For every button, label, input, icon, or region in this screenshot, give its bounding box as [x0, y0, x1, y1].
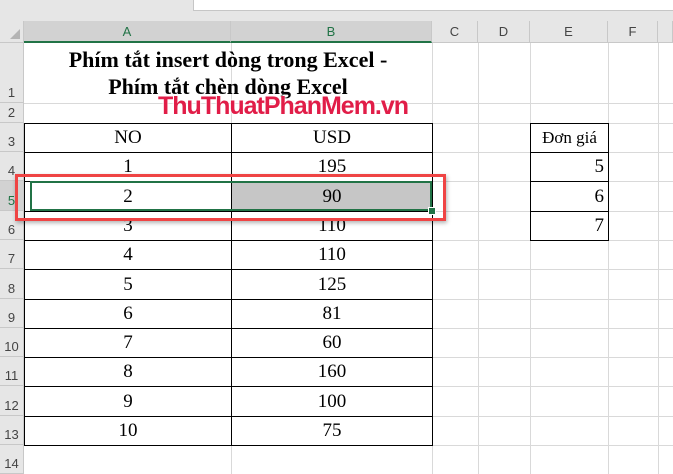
no-cell[interactable]: 10	[24, 416, 232, 446]
row-header-2[interactable]: 2	[0, 103, 24, 123]
usd-cell[interactable]: 81	[231, 299, 433, 329]
gridline	[24, 103, 673, 104]
title-line-2: Phím tắt chèn dòng Excel	[108, 74, 348, 99]
header-price[interactable]: Đơn giá	[530, 123, 609, 153]
column-header[interactable]	[658, 21, 673, 43]
column-header-A[interactable]: A	[24, 21, 231, 43]
usd-cell[interactable]: 110	[231, 240, 433, 270]
no-cell[interactable]: 4	[24, 240, 232, 270]
gridline	[658, 43, 659, 474]
title-cell[interactable]: Phím tắt insert dòng trong Excel - Phím …	[24, 43, 432, 103]
price-cell[interactable]: 6	[530, 181, 609, 212]
row-header-14[interactable]: 14	[0, 445, 24, 474]
gridline	[478, 43, 479, 474]
column-header-E[interactable]: E	[530, 21, 608, 43]
no-cell[interactable]: 9	[24, 386, 232, 417]
selection-border	[30, 181, 432, 211]
header-no[interactable]: NO	[24, 123, 232, 153]
row-header-11[interactable]: 11	[0, 357, 24, 386]
no-cell[interactable]: 6	[24, 299, 232, 329]
gridline	[608, 43, 609, 474]
row-header-10[interactable]: 10	[0, 328, 24, 357]
usd-cell[interactable]: 75	[231, 416, 433, 446]
usd-cell[interactable]: 100	[231, 386, 433, 417]
row-header-6[interactable]: 6	[0, 211, 24, 240]
row-header-5[interactable]: 5	[0, 181, 24, 211]
row-header-7[interactable]: 7	[0, 240, 24, 269]
fill-handle[interactable]	[428, 207, 436, 215]
column-header-C[interactable]: C	[432, 21, 478, 43]
red-highlight-box	[15, 174, 446, 221]
row-header-12[interactable]: 12	[0, 386, 24, 416]
header-usd[interactable]: USD	[231, 123, 433, 153]
usd-cell[interactable]: 160	[231, 357, 433, 387]
select-all-button[interactable]	[0, 21, 24, 43]
row-header-3[interactable]: 3	[0, 123, 24, 152]
row-header-1[interactable]: 1	[0, 43, 24, 103]
row-header-8[interactable]: 8	[0, 269, 24, 299]
column-header-B[interactable]: B	[231, 21, 432, 43]
row-header-9[interactable]: 9	[0, 299, 24, 328]
no-cell[interactable]: 7	[24, 328, 232, 358]
watermark: ThuThuatPhanMem.vn	[158, 92, 409, 120]
no-cell[interactable]: 5	[24, 269, 232, 300]
column-header-F[interactable]: F	[608, 21, 658, 43]
no-cell[interactable]: 8	[24, 357, 232, 387]
price-cell[interactable]: 7	[530, 211, 609, 241]
title-line-1: Phím tắt insert dòng trong Excel -	[68, 47, 388, 72]
price-cell[interactable]: 5	[530, 152, 609, 182]
column-header-D[interactable]: D	[478, 21, 530, 43]
formula-bar[interactable]	[193, 0, 673, 11]
usd-cell[interactable]: 60	[231, 328, 433, 358]
row-header-13[interactable]: 13	[0, 416, 24, 445]
usd-cell[interactable]: 125	[231, 269, 433, 300]
gridline	[530, 43, 531, 474]
